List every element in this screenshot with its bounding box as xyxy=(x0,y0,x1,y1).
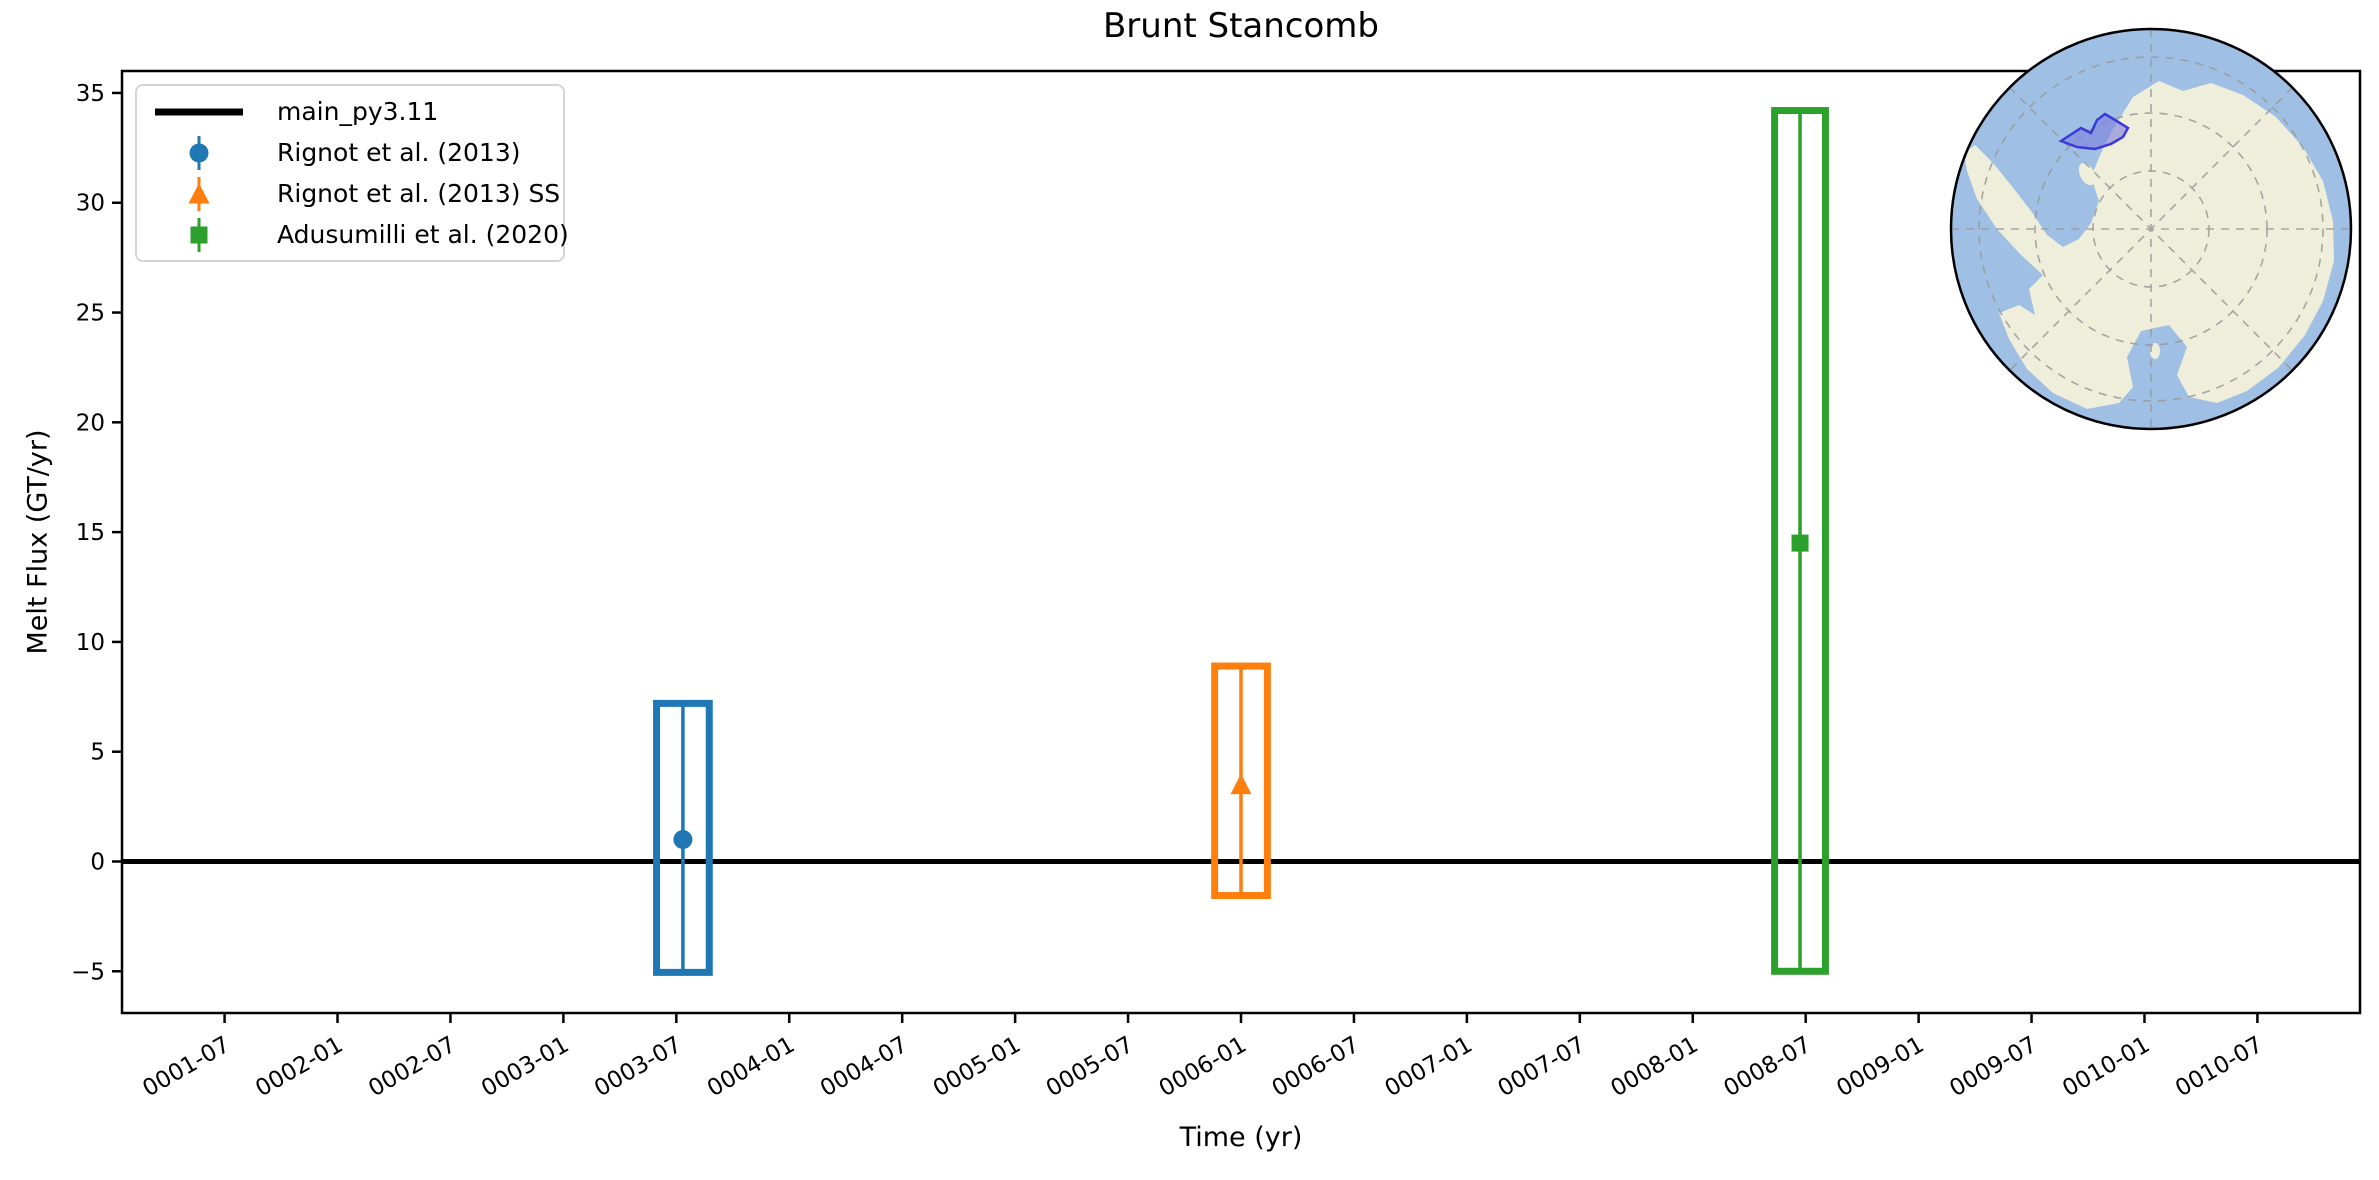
legend: main_py3.11 Rignot et al. (2013) Rignot … xyxy=(135,84,569,262)
series-marker-square xyxy=(1791,534,1809,552)
y-tick-label: −5 xyxy=(71,959,105,985)
series-2-group xyxy=(1771,107,1829,975)
y-tick-label: 25 xyxy=(76,301,105,327)
y-axis-label: Melt Flux (GT/yr) xyxy=(22,429,54,655)
x-tick-label: 0007-07 xyxy=(1494,1032,1590,1103)
x-tick-label: 0009-01 xyxy=(1832,1032,1928,1103)
map-highlight-region xyxy=(2058,112,2130,151)
map-graticule xyxy=(1952,30,2350,428)
legend-entry-adusumilli-2020: Adusumilli et al. (2020) xyxy=(151,214,569,255)
x-tick-label: 0001-07 xyxy=(138,1032,234,1103)
x-tick-label: 0003-07 xyxy=(590,1032,686,1103)
legend-entry-label: Rignot et al. (2013) xyxy=(277,138,521,167)
x-tick-label: 0002-07 xyxy=(364,1032,460,1103)
legend-square-marker-icon xyxy=(190,217,208,252)
legend-entry-rignot-2013: Rignot et al. (2013) xyxy=(151,132,563,173)
x-tick-label: 0004-01 xyxy=(703,1032,799,1103)
map-island xyxy=(2150,343,2160,359)
y-tick-label: 35 xyxy=(76,81,105,107)
x-tick-label: 0009-07 xyxy=(1945,1032,2041,1103)
x-tick-label: 0006-07 xyxy=(1268,1032,1364,1103)
legend-entry-label: main_py3.11 xyxy=(277,97,439,126)
y-tick-label: 15 xyxy=(76,520,105,546)
x-tick-label: 0004-07 xyxy=(816,1032,912,1103)
map-outline xyxy=(1949,27,2353,431)
x-tick-label: 0005-07 xyxy=(1042,1032,1138,1103)
antarctica-locator-map xyxy=(1949,27,2353,431)
legend-entry-rignot-2013-ss: Rignot et al. (2013) SS xyxy=(151,173,563,214)
series-1-group xyxy=(1211,662,1271,900)
legend-circle-marker-icon xyxy=(189,135,209,170)
legend-line-sample-icon xyxy=(155,108,243,115)
x-tick-label: 0010-07 xyxy=(2171,1032,2267,1103)
x-tick-label: 0005-01 xyxy=(929,1032,1025,1103)
legend-entry-main-line: main_py3.11 xyxy=(151,91,563,132)
y-tick-label: 5 xyxy=(90,740,105,766)
y-axis: −5 0 5 10 15 20 25 30 35 xyxy=(71,81,122,985)
series-marker-triangle xyxy=(1230,773,1252,795)
x-tick-label: 0008-01 xyxy=(1607,1032,1703,1103)
x-tick-label: 0010-01 xyxy=(2058,1032,2154,1103)
x-tick-label: 0003-01 xyxy=(477,1032,573,1103)
x-tick-label: 0007-01 xyxy=(1381,1032,1477,1103)
y-tick-label: 20 xyxy=(76,410,105,436)
map-island xyxy=(2078,162,2096,186)
x-tick-label: 0006-01 xyxy=(1155,1032,1251,1103)
y-tick-label: 30 xyxy=(76,191,105,217)
map-land-antarctica xyxy=(1964,81,2334,409)
x-axis: 0001-07 0002-01 0002-07 0003-01 0003-07 0004-… xyxy=(138,1013,2267,1102)
chart-title: Brunt Stancomb xyxy=(1102,6,1380,46)
legend-entry-label: Adusumilli et al. (2020) xyxy=(277,220,569,249)
y-tick-label: 10 xyxy=(76,630,105,656)
y-tick-label: 0 xyxy=(90,849,105,875)
series-marker-circle xyxy=(673,830,693,850)
legend-entry-label: Rignot et al. (2013) SS xyxy=(277,179,561,208)
series-0-group xyxy=(653,699,713,976)
x-axis-label: Time (yr) xyxy=(1179,1122,1303,1153)
x-tick-label: 0008-07 xyxy=(1719,1032,1815,1103)
legend-triangle-marker-icon xyxy=(188,176,210,211)
x-tick-label: 0002-01 xyxy=(251,1032,347,1103)
